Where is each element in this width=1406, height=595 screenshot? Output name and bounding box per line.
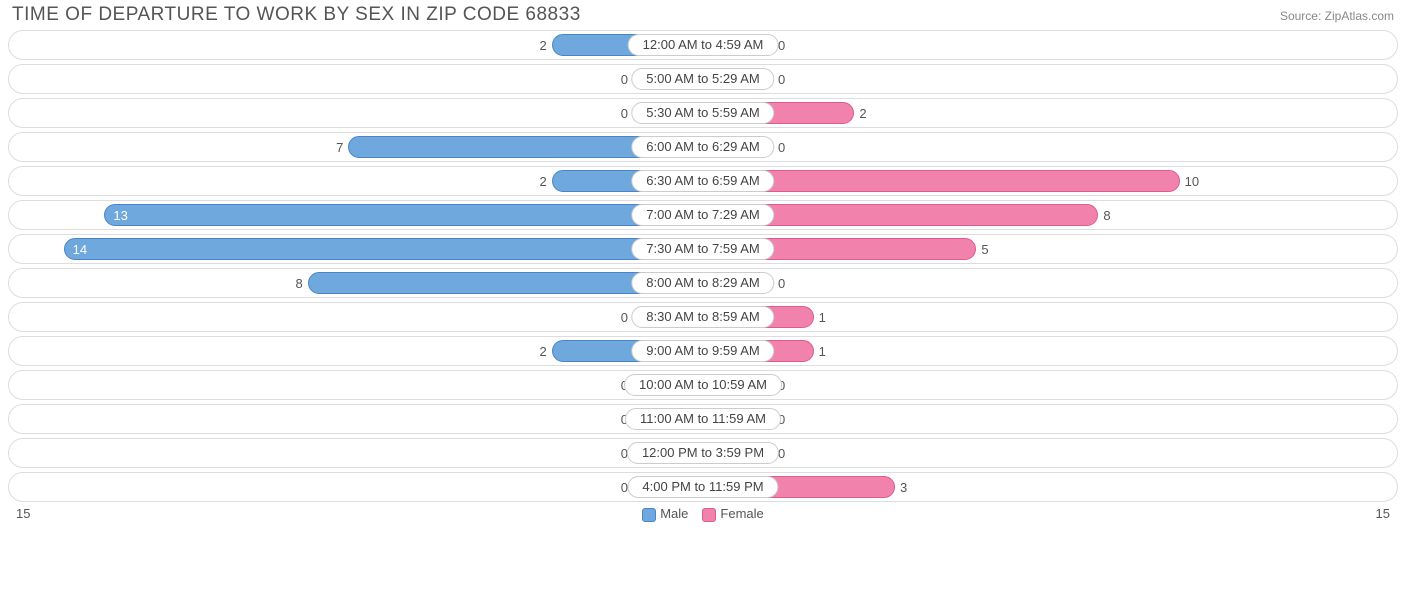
- chart-row: 2012:00 AM to 4:59 AM: [8, 30, 1398, 60]
- chart-row: 14 5 7:30 AM to 7:59 AM: [8, 234, 1398, 264]
- female-value: 10: [1179, 171, 1199, 193]
- category-label: 10:00 AM to 10:59 AM: [624, 374, 782, 396]
- chart-row: 034:00 PM to 11:59 PM: [8, 472, 1398, 502]
- category-label: 8:00 AM to 8:29 AM: [631, 272, 774, 294]
- category-label: 5:00 AM to 5:29 AM: [631, 68, 774, 90]
- category-label: 7:00 AM to 7:29 AM: [631, 204, 774, 226]
- category-label: 6:30 AM to 6:59 AM: [631, 170, 774, 192]
- category-label: 8:30 AM to 8:59 AM: [631, 306, 774, 328]
- chart-row: 0012:00 PM to 3:59 PM: [8, 438, 1398, 468]
- chart-row: 005:00 AM to 5:29 AM: [8, 64, 1398, 94]
- category-label: 9:00 AM to 9:59 AM: [631, 340, 774, 362]
- legend-male: Male: [642, 506, 688, 522]
- legend-female: Female: [702, 506, 763, 522]
- female-bar: 10: [703, 170, 1180, 192]
- chart-row: 018:30 AM to 8:59 AM: [8, 302, 1398, 332]
- chart-container: TIME OF DEPARTURE TO WORK BY SEX IN ZIP …: [0, 0, 1406, 530]
- male-value: 8: [295, 273, 308, 295]
- male-value: 7: [336, 137, 349, 159]
- legend-female-label: Female: [720, 506, 763, 521]
- chart-row: 2 1 9:00 AM to 9:59 AM: [8, 336, 1398, 366]
- female-value: 3: [894, 477, 907, 499]
- chart-row: 025:30 AM to 5:59 AM: [8, 98, 1398, 128]
- category-label: 6:00 AM to 6:29 AM: [631, 136, 774, 158]
- axis-left-max: 15: [16, 506, 30, 521]
- male-value: 14: [73, 239, 87, 261]
- chart-row: 808:00 AM to 8:29 AM: [8, 268, 1398, 298]
- chart-header: TIME OF DEPARTURE TO WORK BY SEX IN ZIP …: [8, 4, 1398, 30]
- legend-male-label: Male: [660, 506, 688, 521]
- female-value: 1: [813, 307, 826, 329]
- category-label: 12:00 PM to 3:59 PM: [627, 442, 779, 464]
- chart-row: 0010:00 AM to 10:59 AM: [8, 370, 1398, 400]
- female-value: 1: [813, 341, 826, 363]
- chart-row: 0011:00 AM to 11:59 AM: [8, 404, 1398, 434]
- female-value: 5: [975, 239, 988, 261]
- male-value: 2: [539, 341, 552, 363]
- male-bar: 14: [64, 238, 703, 260]
- category-label: 4:00 PM to 11:59 PM: [627, 476, 778, 498]
- chart-footer: 15 Male Female 15: [8, 502, 1398, 522]
- chart-row: 706:00 AM to 6:29 AM: [8, 132, 1398, 162]
- category-label: 7:30 AM to 7:59 AM: [631, 238, 774, 260]
- chart-row: 2106:30 AM to 6:59 AM: [8, 166, 1398, 196]
- chart-source: Source: ZipAtlas.com: [1280, 9, 1394, 23]
- category-label: 11:00 AM to 11:59 AM: [625, 408, 781, 430]
- chart-title: TIME OF DEPARTURE TO WORK BY SEX IN ZIP …: [12, 4, 581, 26]
- female-value: 2: [853, 103, 866, 125]
- male-bar: 13: [104, 204, 703, 226]
- male-value: 2: [539, 35, 552, 57]
- female-value: 8: [1097, 205, 1110, 227]
- male-swatch-icon: [642, 508, 656, 522]
- female-swatch-icon: [702, 508, 716, 522]
- category-label: 5:30 AM to 5:59 AM: [631, 102, 774, 124]
- male-value: 2: [539, 171, 552, 193]
- chart-row: 13 8 7:00 AM to 7:29 AM: [8, 200, 1398, 230]
- chart-legend: Male Female: [642, 506, 764, 522]
- category-label: 12:00 AM to 4:59 AM: [628, 34, 779, 56]
- axis-right-max: 15: [1376, 506, 1390, 521]
- male-value: 13: [113, 205, 127, 227]
- chart-rows: 2012:00 AM to 4:59 AM 005:00 AM to 5:29 A…: [8, 30, 1398, 502]
